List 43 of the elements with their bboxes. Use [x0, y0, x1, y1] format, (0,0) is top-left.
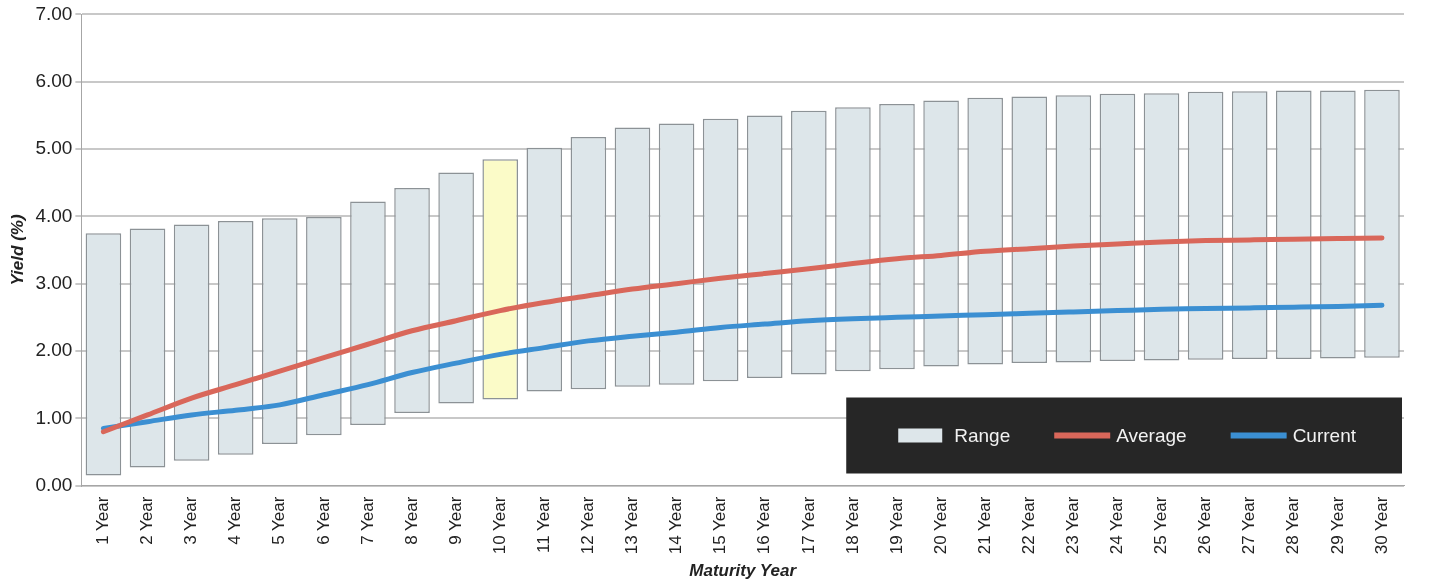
y-tick-label: 6.00: [35, 69, 73, 91]
x-tick-label: 21 Year: [974, 496, 994, 555]
x-tick-label: 6 Year: [313, 496, 333, 545]
x-tick-label: 2 Year: [137, 496, 157, 545]
x-tick-label: 30 Year: [1371, 496, 1391, 555]
x-tick-label: 27 Year: [1239, 496, 1259, 555]
x-tick-label: 10 Year: [489, 496, 509, 555]
x-tick-label: 26 Year: [1195, 496, 1215, 555]
legend-label: Average: [1116, 424, 1187, 446]
x-tick-label: 9 Year: [445, 496, 465, 545]
legend-label: Range: [954, 424, 1011, 446]
y-tick-label: 3.00: [35, 271, 73, 293]
x-tick-label: 8 Year: [401, 496, 421, 545]
x-tick-label: 14 Year: [666, 496, 686, 555]
x-tick-label: 7 Year: [357, 496, 377, 545]
x-tick-label: 19 Year: [886, 496, 906, 555]
x-axis-title: Maturity Year: [689, 561, 798, 581]
x-tick-label: 13 Year: [622, 496, 642, 555]
y-tick-label: 2.00: [35, 339, 73, 361]
y-tick-label: 0.00: [35, 473, 73, 495]
x-tick-label: 17 Year: [798, 496, 818, 555]
x-tick-label: 25 Year: [1151, 496, 1171, 555]
x-tick-label: 3 Year: [181, 496, 201, 545]
y-tick-label: 4.00: [35, 204, 73, 226]
y-axis-title: Yield (%): [7, 214, 27, 286]
x-tick-label: 4 Year: [225, 496, 245, 545]
legend-label: Current: [1292, 424, 1357, 446]
x-tick-label: 20 Year: [930, 496, 950, 555]
x-tick-label: 23 Year: [1063, 496, 1083, 555]
y-tick-label: 1.00: [35, 406, 73, 428]
x-tick-label: 15 Year: [710, 496, 730, 555]
x-tick-label: 1 Year: [93, 496, 113, 545]
x-tick-label: 5 Year: [269, 496, 289, 545]
x-tick-label: 18 Year: [842, 496, 862, 555]
x-tick-label: 24 Year: [1107, 496, 1127, 555]
x-tick-label: 12 Year: [578, 496, 598, 555]
y-tick-label: 7.00: [35, 2, 73, 24]
x-tick-label: 11 Year: [533, 496, 553, 554]
y-tick-label: 5.00: [35, 137, 73, 159]
x-tick-label: 16 Year: [754, 496, 774, 555]
x-tick-label: 28 Year: [1283, 496, 1303, 555]
x-tick-label: 29 Year: [1327, 496, 1347, 555]
x-tick-label: 22 Year: [1018, 496, 1038, 555]
